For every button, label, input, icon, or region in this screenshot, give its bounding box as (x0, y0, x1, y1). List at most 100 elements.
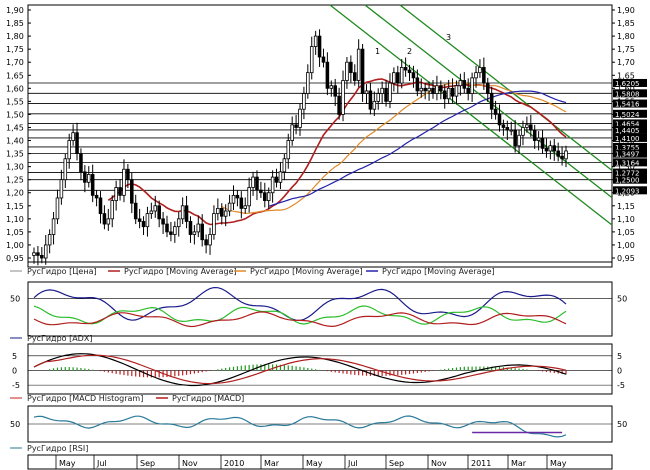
price-y-label-left: 1,55 (6, 97, 24, 106)
candle-body (493, 108, 498, 115)
x-tick-label: Jul (347, 459, 358, 468)
price-y-label-right: 1,10 (617, 215, 635, 224)
candle-body (122, 168, 126, 196)
price-y-label-left: 1,60 (6, 84, 24, 93)
candle-body (423, 87, 427, 92)
adx-tick-left: 50 (10, 295, 20, 304)
price-y-label-right: 1,75 (617, 45, 635, 54)
candle-body (106, 218, 111, 225)
candle-body (439, 85, 443, 92)
candle-body (482, 67, 486, 84)
candle-body (71, 132, 75, 141)
legend-macd-hist: РусГидро [MACD Histogram] (27, 394, 143, 403)
legend-ma2: РусГидро [Moving Average] (250, 267, 363, 276)
candle-body (266, 192, 271, 201)
candle-body (489, 93, 494, 110)
candle-body (298, 108, 302, 128)
candle-body (239, 197, 244, 209)
candle-body (145, 213, 150, 228)
candle-body (403, 67, 408, 71)
candle-body (431, 87, 435, 94)
price-y-label-left: 1,80 (6, 32, 24, 41)
level-label-bg (613, 142, 647, 151)
price-y-label-left: 1,10 (6, 215, 24, 224)
x-tick-label: Nov (431, 459, 447, 468)
candle-body (462, 80, 467, 89)
price-y-label-right: 1,80 (617, 32, 635, 41)
level-label: 1,3164 (615, 159, 640, 167)
candle-body (329, 85, 334, 89)
candle-body (216, 207, 220, 215)
x-tick-label: Nov (182, 459, 198, 468)
candle-body (90, 174, 95, 196)
price-y-label-right: 1,85 (617, 19, 635, 28)
trend-channels: 1 2 3 (329, 4, 613, 226)
candle-body (86, 174, 91, 183)
candle-body (372, 100, 377, 110)
price-y-label-left: 0,95 (6, 254, 24, 263)
price-y-label-left: 1,65 (6, 71, 24, 80)
candle-body (75, 132, 79, 154)
level-label: 1,5808 (615, 90, 640, 98)
macd-panel: 5 5 0 0 -5 -5 (12, 352, 625, 390)
x-tick-label: 2010 (224, 459, 244, 468)
candle-body (79, 153, 83, 173)
candle-body (251, 176, 255, 188)
candle-body (321, 56, 326, 63)
candle-body (118, 187, 122, 196)
candle-body (247, 187, 251, 207)
candle-body (407, 69, 412, 74)
price-y-label-left: 1,40 (6, 137, 24, 146)
price-y-label-left: 1,20 (6, 189, 24, 198)
price-y-label-left: 1,70 (6, 58, 24, 67)
price-y-label-left: 1,30 (6, 163, 24, 172)
candle-body (556, 150, 560, 157)
candle-body (282, 158, 287, 173)
candle-body (478, 67, 482, 74)
candle-body (40, 254, 44, 259)
level-label-bg (613, 175, 647, 184)
price-y-label-left: 1,85 (6, 19, 24, 28)
price-y-label-right: 1,90 (617, 6, 635, 15)
candlesticks (32, 29, 568, 266)
candle-body (208, 234, 212, 246)
level-label-bg (613, 158, 647, 167)
candle-body (356, 48, 361, 81)
price-y-label-right: 1,60 (617, 84, 635, 93)
price-y-label-right: 1,65 (617, 71, 635, 80)
di-plus-line (33, 305, 567, 325)
x-tick-label: Jul (96, 459, 107, 468)
candle-body (525, 124, 529, 128)
candle-body (212, 213, 216, 235)
candle-body (290, 124, 294, 141)
candle-body (536, 137, 541, 141)
candle-body (137, 218, 142, 222)
level-label-bg (613, 109, 647, 118)
candle-body (223, 210, 228, 217)
rsi-legend: РусГидро [RSI] (10, 444, 88, 453)
price-y-label-right: 1,05 (617, 228, 635, 237)
x-axis: May Jul Sep Nov 2010 Mar May Jul Sep Nov 2011 Mar Ma… (55, 455, 567, 469)
candle-body (219, 207, 224, 217)
adx-panel: 50 50 (10, 286, 627, 328)
x-axis-band (27, 454, 613, 470)
channel-line-2 (364, 4, 613, 199)
candle-body (83, 171, 87, 183)
candle-body (200, 223, 204, 241)
candle-body (43, 244, 48, 259)
candle-body (388, 82, 392, 102)
candle-body (133, 202, 138, 220)
candle-body (196, 223, 201, 233)
candle-body (55, 197, 60, 220)
level-label: 1,5024 (615, 111, 640, 119)
x-tick-label: 2011 (471, 459, 491, 468)
price-y-label-right: 1,15 (617, 202, 635, 211)
candle-body (544, 147, 549, 152)
candle-body (235, 194, 240, 199)
candle-body (149, 210, 154, 215)
macd-tick-right: 5 (617, 352, 622, 361)
candle-body (67, 140, 71, 160)
candle-body (564, 150, 568, 160)
rsi-tick-left: 50 (10, 420, 20, 429)
